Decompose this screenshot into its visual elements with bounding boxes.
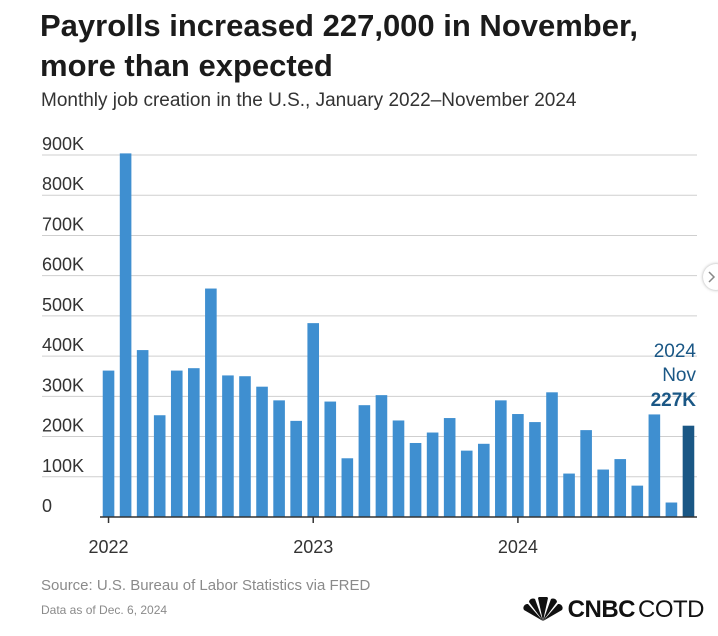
bar	[324, 401, 337, 517]
bar	[631, 485, 644, 517]
annotation-value: 227K	[651, 390, 697, 411]
bar	[256, 386, 268, 517]
data-as-of-note: Data as of Dec. 6, 2024	[41, 603, 168, 617]
bar	[443, 418, 456, 517]
x-tick-label: 2022	[89, 537, 129, 557]
brand-suffix: COTD	[638, 596, 705, 623]
brand-name: CNBC	[567, 596, 636, 623]
bar	[239, 376, 251, 517]
y-tick-label: 300K	[42, 375, 84, 395]
bars	[102, 153, 695, 517]
bar	[512, 414, 524, 517]
bar	[205, 288, 217, 517]
y-tick-label: 400K	[42, 335, 84, 355]
x-tick-labels: 2022 2023 2024	[89, 517, 538, 557]
y-tick-label: 0	[42, 496, 52, 516]
bar	[495, 400, 507, 517]
bar	[477, 443, 490, 517]
chevron-right-icon	[708, 271, 716, 283]
y-tick-label: 600K	[42, 255, 84, 275]
y-tick-labels: 0 100K 200K 300K 400K 500K 600K 700K 800K 900K	[42, 134, 84, 516]
source-note: Source: U.S. Bureau of Labor Statistics …	[41, 577, 371, 594]
annotation-month: Nov	[662, 365, 696, 386]
y-tick-label: 200K	[42, 416, 84, 436]
bar	[426, 432, 439, 517]
next-slide-button[interactable]	[703, 264, 718, 290]
brand-logo: CNBC COTD	[521, 596, 705, 624]
y-tick-label: 100K	[42, 456, 84, 476]
bar	[665, 502, 678, 517]
bar	[529, 422, 541, 517]
bar	[409, 442, 422, 517]
bar	[222, 375, 234, 517]
chart-subtitle: Monthly job creation in the U.S., Januar…	[41, 90, 577, 111]
bar	[648, 414, 661, 517]
y-tick-label: 800K	[42, 174, 84, 194]
bar	[273, 400, 285, 517]
bar-chart: 0 100K 200K 300K 400K 500K 600K 700K 800K 900K 20…	[42, 134, 697, 557]
chart-title: Payrolls increased 227,000 in November, …	[40, 8, 638, 83]
peacock-icon	[523, 597, 563, 621]
y-tick-label: 900K	[42, 134, 84, 154]
annotation-year: 2024	[654, 341, 697, 362]
bar	[119, 153, 132, 517]
bar	[290, 420, 302, 517]
bar	[682, 425, 695, 517]
x-tick-label: 2024	[498, 537, 538, 557]
x-tick-label: 2023	[293, 537, 333, 557]
bar	[307, 323, 320, 517]
bar	[546, 392, 558, 517]
bar	[597, 469, 609, 517]
bar	[563, 473, 575, 517]
bar	[614, 459, 627, 517]
bar	[188, 368, 200, 517]
latest-value-annotation: 2024 Nov 227K	[651, 341, 697, 411]
gridlines	[42, 154, 697, 478]
bar	[358, 405, 371, 517]
bar	[170, 370, 183, 517]
y-tick-label: 500K	[42, 295, 84, 315]
y-tick-label: 700K	[42, 214, 84, 234]
bar	[153, 415, 166, 517]
bar	[460, 450, 473, 517]
bar	[580, 430, 592, 517]
bar	[102, 370, 115, 517]
bar	[392, 420, 405, 517]
bar	[375, 395, 388, 517]
bar	[341, 458, 354, 517]
bar	[136, 350, 149, 517]
